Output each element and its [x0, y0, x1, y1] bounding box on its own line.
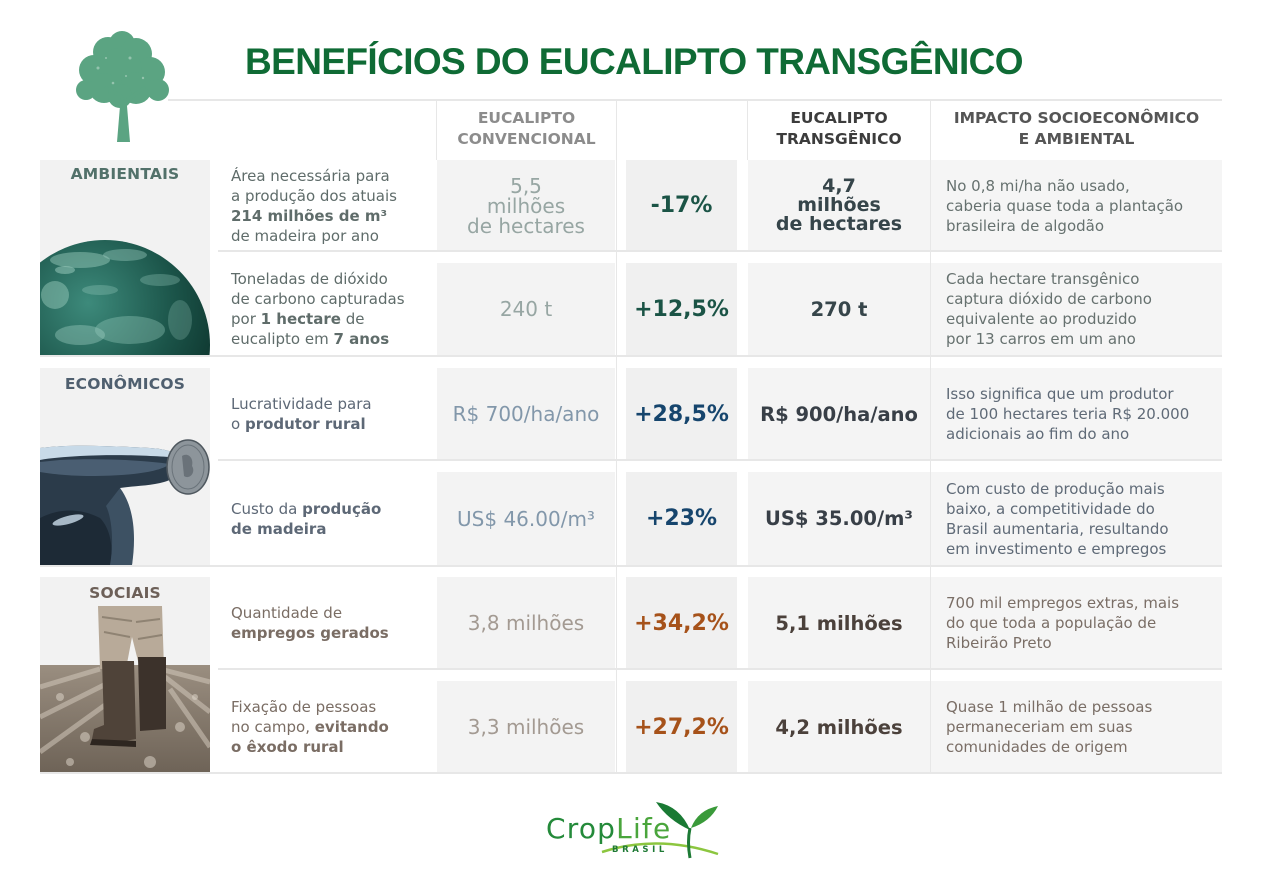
- category-label: SOCIAIS: [89, 584, 161, 602]
- group-divider: [40, 355, 1222, 357]
- impact-text: 700 mil empregos extras, mais do que toda…: [931, 577, 1222, 669]
- header-impact-line: IMPACTO SOCIOECONÔMICO: [953, 109, 1200, 127]
- conventional-value: 3,8 milhões: [437, 577, 615, 669]
- category-panel: SOCIAIS: [40, 577, 210, 773]
- group-divider: [40, 565, 1222, 567]
- logo-wordmark: CropLife: [546, 812, 671, 846]
- row-description: Quantidade de empregos gerados: [231, 604, 389, 642]
- change-percent-value: +28,5%: [634, 401, 729, 427]
- conventional-value: 5,5 milhões de hectares: [437, 160, 615, 251]
- header-transgenic-line: EUCALIPTO: [790, 109, 888, 127]
- header-transgenic: EUCALIPTO TRANSGÊNICO: [748, 100, 930, 158]
- impact-text: Isso significa que um produtor de 100 hec…: [931, 368, 1222, 460]
- change-percent: +27,2%: [626, 681, 737, 773]
- logo-subtitle: BRASIL: [612, 845, 668, 855]
- impact-text: Quase 1 milhão de pessoas permaneceriam e…: [931, 681, 1222, 773]
- header-impact-line: E AMBIENTAL: [1018, 130, 1135, 148]
- row-description: Lucratividade para o produtor rural: [231, 395, 372, 433]
- impact-text: Com custo de produção mais baixo, a compe…: [931, 472, 1222, 565]
- transgenic-value: R$ 900/ha/ano: [748, 368, 930, 460]
- header-conventional: EUCALIPTO CONVENCIONAL: [437, 100, 616, 158]
- page-title: BENEFÍCIOS DO EUCALIPTO TRANSGÊNICO: [245, 41, 1024, 82]
- column-divider: [616, 100, 617, 773]
- group-divider: [40, 772, 1222, 774]
- category-label: ECONÔMICOS: [64, 375, 186, 393]
- conventional-value: 240 t: [437, 263, 615, 355]
- impact-text: Cada hectare transgênico captura dióxido …: [931, 263, 1222, 355]
- change-percent: +34,2%: [626, 577, 737, 669]
- transgenic-value: 4,7 milhões de hectares: [748, 160, 930, 251]
- logo-life-text: Life: [616, 812, 672, 845]
- table-row: Custo da produção de madeira US$ 46.00/m³…: [0, 472, 1263, 565]
- column-divider: [436, 100, 437, 160]
- hand-coin-icon: [40, 439, 210, 565]
- header-impact: IMPACTO SOCIOECONÔMICO E AMBIENTAL: [931, 100, 1222, 158]
- change-percent-value: -17%: [650, 193, 713, 218]
- change-percent: +23%: [626, 472, 737, 565]
- transgenic-value: 5,1 milhões: [748, 577, 930, 669]
- row-description: Área necessária para a produção dos atuai…: [231, 166, 397, 245]
- header-conventional-line: CONVENCIONAL: [457, 130, 596, 148]
- category-panel: AMBIENTAIS: [40, 160, 210, 356]
- transgenic-value: 4,2 milhões: [748, 681, 930, 773]
- transgenic-value: US$ 35.00/m³: [748, 472, 930, 565]
- row-divider: [218, 459, 1222, 461]
- impact-text: No 0,8 mi/ha não usado, caberia quase tod…: [931, 160, 1222, 251]
- change-percent: +12,5%: [626, 263, 737, 355]
- change-percent: +28,5%: [626, 368, 737, 460]
- change-percent-value: +27,2%: [634, 714, 729, 740]
- change-percent-value: +34,2%: [634, 610, 729, 636]
- row-description: Custo da produção de madeira: [231, 499, 382, 538]
- row-divider: [218, 668, 1222, 670]
- header-top-divider: [168, 99, 1222, 101]
- table-row: Lucratividade para o produtor rural R$ 70…: [0, 368, 1263, 460]
- table-row: Quantidade de empregos gerados 3,8 milhõe…: [0, 577, 1263, 669]
- column-divider: [930, 100, 931, 773]
- boots-field-icon: [40, 606, 210, 773]
- conventional-value: R$ 700/ha/ano: [437, 368, 615, 460]
- table-row: Área necessária para a produção dos atuai…: [0, 160, 1263, 251]
- conventional-value: 3,3 milhões: [437, 681, 615, 773]
- tree-icon: [76, 31, 169, 142]
- row-description: Fixação de pessoas no campo, evitando o êx…: [231, 698, 389, 756]
- category-panel: ECONÔMICOS: [40, 368, 210, 565]
- table-row: Fixação de pessoas no campo, evitando o êx…: [0, 681, 1263, 773]
- header-conventional-line: EUCALIPTO: [477, 109, 576, 127]
- earth-globe-icon: [40, 240, 210, 356]
- change-percent: -17%: [626, 160, 737, 251]
- logo-crop-text: Crop: [546, 812, 617, 845]
- table-row: Toneladas de dióxido de carbono capturada…: [0, 263, 1263, 355]
- row-divider: [218, 250, 1222, 252]
- change-percent-value: +23%: [645, 506, 718, 531]
- category-label: AMBIENTAIS: [70, 165, 180, 183]
- transgenic-value: 270 t: [748, 263, 930, 355]
- change-percent-value: +12,5%: [634, 296, 729, 322]
- row-description: Toneladas de dióxido de carbono capturada…: [231, 270, 405, 348]
- conventional-value: US$ 46.00/m³: [437, 472, 615, 565]
- header-transgenic-line: TRANSGÊNICO: [776, 130, 902, 148]
- column-divider: [747, 100, 748, 160]
- sprout-icon: [601, 802, 719, 859]
